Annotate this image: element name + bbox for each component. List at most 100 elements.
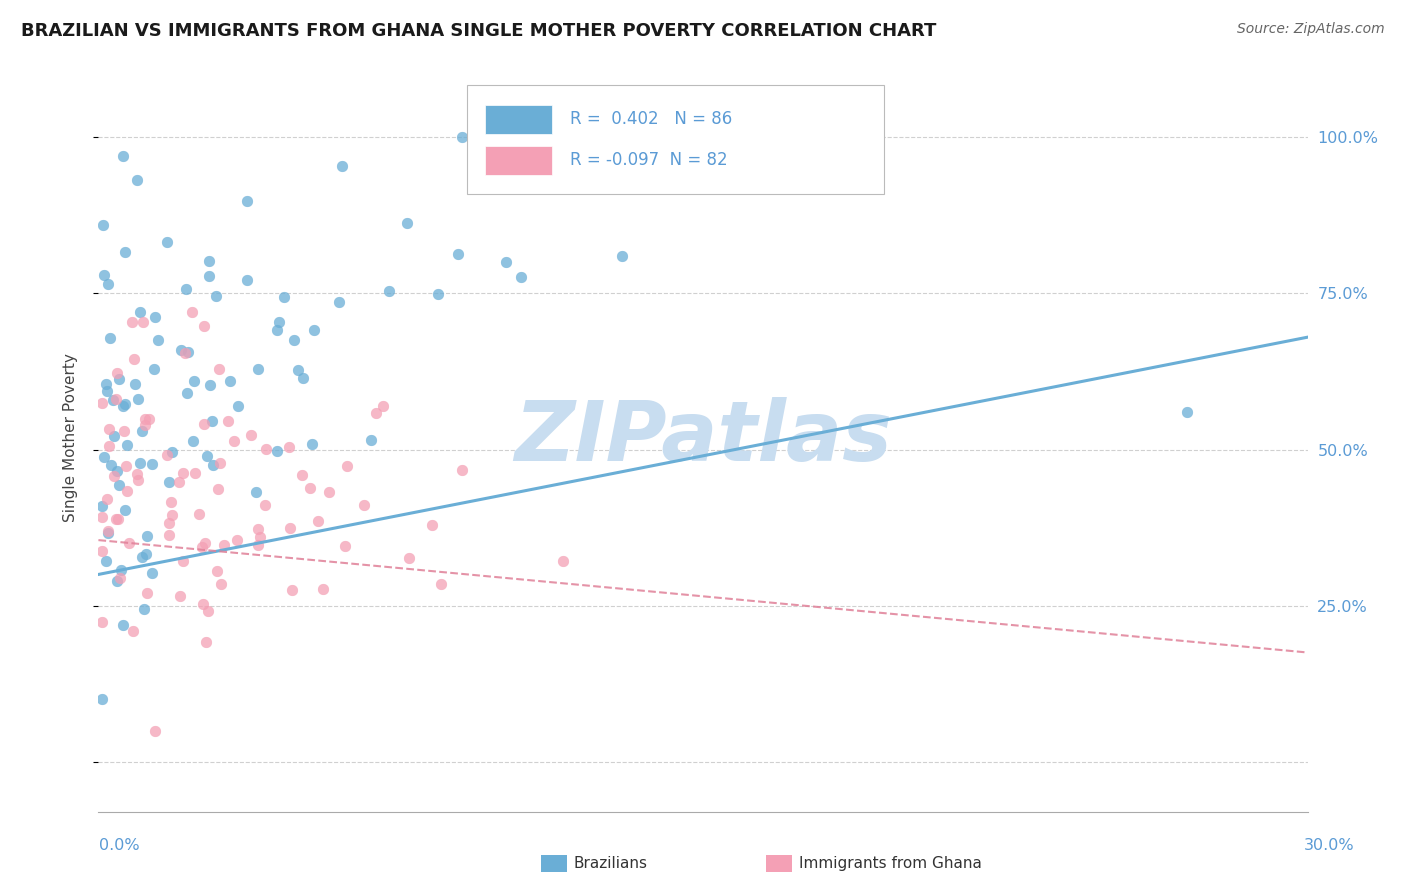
Point [197,604,219,618]
Point [245,484,267,499]
Point [122,352,145,367]
Point [398,550,420,565]
Point [209,576,232,591]
Point [141,566,163,580]
Point [157,528,180,542]
Point [364,406,387,420]
Point [146,333,169,347]
Point [287,363,309,377]
Point [183,374,205,388]
Point [278,440,301,454]
Point [209,456,232,470]
Point [115,484,138,499]
Point [114,459,136,474]
Point [91,615,114,630]
Point [200,414,222,428]
Point [236,194,259,209]
Point [129,305,152,319]
Point [157,475,180,489]
Point [198,377,221,392]
Point [118,536,141,550]
Point [117,438,139,452]
Point [143,310,166,325]
Point [160,508,183,523]
Point [143,723,166,738]
Point [91,499,114,513]
Point [108,372,131,386]
Point [142,361,165,376]
Point [318,484,340,499]
Point [193,417,215,432]
Point [114,244,136,259]
Point [107,512,129,526]
Point [181,434,204,448]
Point [371,399,394,413]
Point [105,464,128,478]
Point [266,323,288,337]
Point [157,516,180,531]
Point [395,216,418,230]
Point [551,554,574,568]
Point [105,366,128,380]
Point [97,439,120,453]
Point [280,582,302,597]
Point [236,273,259,287]
Point [249,531,271,545]
Point [91,692,114,706]
Point [225,533,247,548]
Point [96,384,118,398]
Point [114,503,136,517]
Point [121,315,143,329]
Point [129,456,152,470]
Point [336,458,359,473]
Point [91,509,114,524]
Point [266,443,288,458]
Point [328,295,350,310]
Point [218,374,240,388]
Point [247,522,270,536]
Point [612,160,634,174]
Point [301,437,323,451]
Point [183,466,205,480]
Point [208,362,231,376]
Point [254,442,277,456]
Point [291,467,314,482]
Point [105,392,128,407]
Text: R = -0.097  N = 82: R = -0.097 N = 82 [569,151,728,169]
Point [105,511,128,525]
Point [330,160,353,174]
Point [94,377,117,392]
Point [510,162,533,177]
Point [172,466,194,480]
Point [291,370,314,384]
Point [280,521,302,535]
Point [103,469,125,483]
Point [138,411,160,425]
Point [226,399,249,413]
Point [135,547,157,561]
Point [191,540,214,554]
Point [97,526,120,541]
Y-axis label: Single Mother Poverty: Single Mother Poverty [63,352,77,522]
Text: R =  0.402   N = 86: R = 0.402 N = 86 [569,110,733,128]
Point [96,492,118,507]
Point [207,482,229,496]
Point [612,249,634,263]
Point [103,392,125,407]
Point [97,277,120,291]
Point [205,564,228,578]
Point [96,554,118,568]
Point [267,315,290,329]
Point [98,422,121,436]
Point [198,268,221,283]
Point [159,495,181,509]
Point [124,376,146,391]
Text: Brazilians: Brazilians [574,856,648,871]
Point [132,315,155,329]
Text: Source: ZipAtlas.com: Source: ZipAtlas.com [1237,22,1385,37]
Point [105,574,128,588]
Point [212,538,235,552]
Point [112,424,135,438]
Point [377,284,399,298]
Point [91,395,114,409]
